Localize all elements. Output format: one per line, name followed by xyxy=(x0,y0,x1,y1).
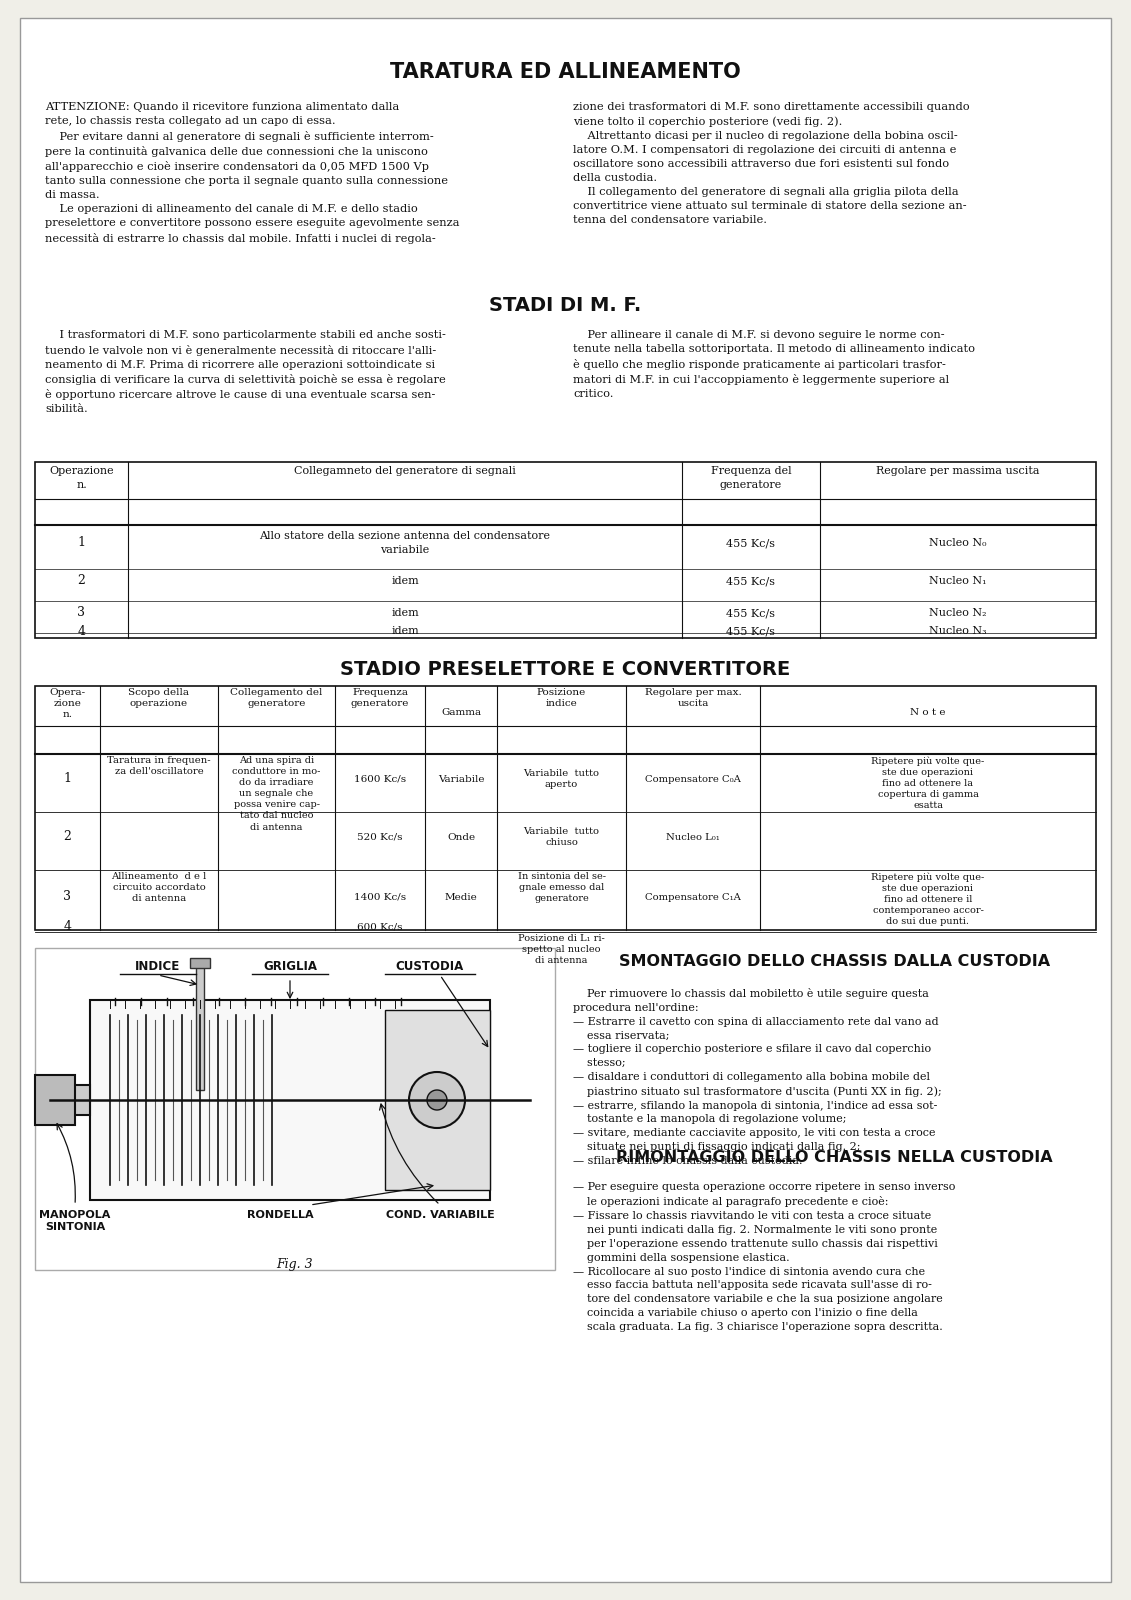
Text: n.: n. xyxy=(76,480,87,490)
Text: 1: 1 xyxy=(78,536,86,549)
Text: Per allineare il canale di M.F. si devono seguire le norme con-
tenute nella tab: Per allineare il canale di M.F. si devon… xyxy=(573,330,975,398)
Text: 1400 Kc/s: 1400 Kc/s xyxy=(354,893,406,901)
Text: RIMONTAGGIO DELLO CHASSIS NELLA CUSTODIA: RIMONTAGGIO DELLO CHASSIS NELLA CUSTODIA xyxy=(616,1150,1053,1165)
Text: ATTENZIONE: Quando il ricevitore funziona alimentato dalla
rete, lo chassis rest: ATTENZIONE: Quando il ricevitore funzion… xyxy=(45,102,459,243)
Text: Collegamento del
generatore: Collegamento del generatore xyxy=(231,688,322,709)
Text: Allo statore della sezione antenna del condensatore
variabile: Allo statore della sezione antenna del c… xyxy=(259,531,551,555)
Text: idem: idem xyxy=(391,627,418,637)
Text: Ripetere più volte que-
ste due operazioni
fino ad ottenere la
copertura di gamm: Ripetere più volte que- ste due operazio… xyxy=(871,757,985,810)
Text: Variabile  tutto
chiuso: Variabile tutto chiuso xyxy=(524,827,599,846)
Text: — Per eseguire questa operazione occorre ripetere in senso inverso
    le operaz: — Per eseguire questa operazione occorre… xyxy=(573,1182,956,1331)
Bar xyxy=(385,1010,490,1190)
Text: Operazione: Operazione xyxy=(49,466,114,477)
Text: Compensatore C₁A: Compensatore C₁A xyxy=(645,893,741,901)
Text: INDICE: INDICE xyxy=(136,960,181,973)
Text: Ad una spira di
conduttore in mo-
do da irradiare
un segnale che
possa venire ca: Ad una spira di conduttore in mo- do da … xyxy=(232,757,321,832)
Text: idem: idem xyxy=(391,608,418,618)
Text: CUSTODIA: CUSTODIA xyxy=(396,960,464,973)
Text: Compensatore C₀A: Compensatore C₀A xyxy=(645,774,741,784)
Text: Scopo della
operazione: Scopo della operazione xyxy=(129,688,190,709)
Text: Nucleo N₀: Nucleo N₀ xyxy=(930,538,986,547)
Bar xyxy=(90,1000,490,1200)
Text: Taratura in frequen-
za dell'oscillatore: Taratura in frequen- za dell'oscillatore xyxy=(107,757,210,776)
Text: Allineamento  d e l
circuito accordato
di antenna: Allineamento d e l circuito accordato di… xyxy=(111,872,207,902)
Circle shape xyxy=(409,1072,465,1128)
Text: 600 Kc/s: 600 Kc/s xyxy=(357,923,403,931)
Text: Nucleo N₂: Nucleo N₂ xyxy=(930,608,986,618)
Bar xyxy=(35,947,555,1270)
Text: Posizione
indice: Posizione indice xyxy=(537,688,586,709)
Text: 1600 Kc/s: 1600 Kc/s xyxy=(354,774,406,784)
Text: STADI DI M. F.: STADI DI M. F. xyxy=(489,296,641,315)
Text: Regolare per massima uscita: Regolare per massima uscita xyxy=(877,466,1039,477)
Text: 4: 4 xyxy=(78,626,86,638)
Text: Collegamneto del generatore di segnali: Collegamneto del generatore di segnali xyxy=(294,466,516,477)
Text: zione dei trasformatori di M.F. sono direttamente accessibili quando
viene tolto: zione dei trasformatori di M.F. sono dir… xyxy=(573,102,969,226)
Text: 2: 2 xyxy=(78,574,86,587)
Text: Posizione di L₁ ri-
spetto al nucleo
di antenna: Posizione di L₁ ri- spetto al nucleo di … xyxy=(518,934,605,965)
Text: RONDELLA: RONDELLA xyxy=(247,1210,313,1219)
Text: Variabile  tutto
aperto: Variabile tutto aperto xyxy=(524,770,599,789)
Bar xyxy=(190,958,210,968)
Text: Per rimuovere lo chassis dal mobiletto è utile seguire questa
procedura nell'ord: Per rimuovere lo chassis dal mobiletto è… xyxy=(573,987,942,1166)
Text: Ripetere più volte que-
ste due operazioni
fino ad ottenere il
contemporaneo acc: Ripetere più volte que- ste due operazio… xyxy=(871,872,985,926)
Bar xyxy=(35,462,1096,638)
Bar xyxy=(35,686,1096,930)
Text: 4: 4 xyxy=(63,920,71,933)
Text: idem: idem xyxy=(391,576,418,586)
Text: MANOPOLA
SINTONIA: MANOPOLA SINTONIA xyxy=(40,1210,111,1232)
Text: Frequenza del: Frequenza del xyxy=(710,466,792,477)
Bar xyxy=(50,1085,90,1115)
Text: Nucleo L₀₁: Nucleo L₀₁ xyxy=(666,832,719,842)
Text: 455 Kc/s: 455 Kc/s xyxy=(726,627,776,637)
Text: 455 Kc/s: 455 Kc/s xyxy=(726,608,776,618)
Text: Nucleo N₃: Nucleo N₃ xyxy=(930,627,987,637)
Text: N o t e: N o t e xyxy=(910,707,946,717)
Text: 455 Kc/s: 455 Kc/s xyxy=(726,576,776,586)
Text: Medie: Medie xyxy=(444,893,477,901)
Text: 520 Kc/s: 520 Kc/s xyxy=(357,832,403,842)
Text: Frequenza
generatore: Frequenza generatore xyxy=(351,688,409,709)
Bar xyxy=(35,1075,75,1125)
Text: generatore: generatore xyxy=(719,480,783,490)
Text: Nucleo N₁: Nucleo N₁ xyxy=(930,576,986,586)
Bar xyxy=(196,960,204,1090)
Text: GRIGLIA: GRIGLIA xyxy=(264,960,317,973)
Text: COND. VARIABILE: COND. VARIABILE xyxy=(386,1210,494,1219)
Text: In sintonia del se-
gnale emesso dal
generatore: In sintonia del se- gnale emesso dal gen… xyxy=(518,872,605,902)
Text: TARATURA ED ALLINEAMENTO: TARATURA ED ALLINEAMENTO xyxy=(389,62,741,82)
Text: Fig. 3: Fig. 3 xyxy=(277,1258,313,1270)
Text: 3: 3 xyxy=(78,606,86,619)
Text: Regolare per max.
uscita: Regolare per max. uscita xyxy=(645,688,742,709)
Text: 3: 3 xyxy=(63,891,71,904)
Text: 455 Kc/s: 455 Kc/s xyxy=(726,538,776,547)
Text: Variabile: Variabile xyxy=(438,774,484,784)
Text: Opera-
zione
n.: Opera- zione n. xyxy=(50,688,86,720)
Text: I trasformatori di M.F. sono particolarmente stabili ed anche sosti-
tuendo le v: I trasformatori di M.F. sono particolarm… xyxy=(45,330,446,414)
Text: SMONTAGGIO DELLO CHASSIS DALLA CUSTODIA: SMONTAGGIO DELLO CHASSIS DALLA CUSTODIA xyxy=(619,954,1050,970)
Text: Onde: Onde xyxy=(447,832,475,842)
Text: 2: 2 xyxy=(63,830,71,843)
Circle shape xyxy=(428,1090,447,1110)
Text: Gamma: Gamma xyxy=(441,707,481,717)
Text: 1: 1 xyxy=(63,773,71,786)
Text: STADIO PRESELETTORE E CONVERTITORE: STADIO PRESELETTORE E CONVERTITORE xyxy=(340,659,791,678)
